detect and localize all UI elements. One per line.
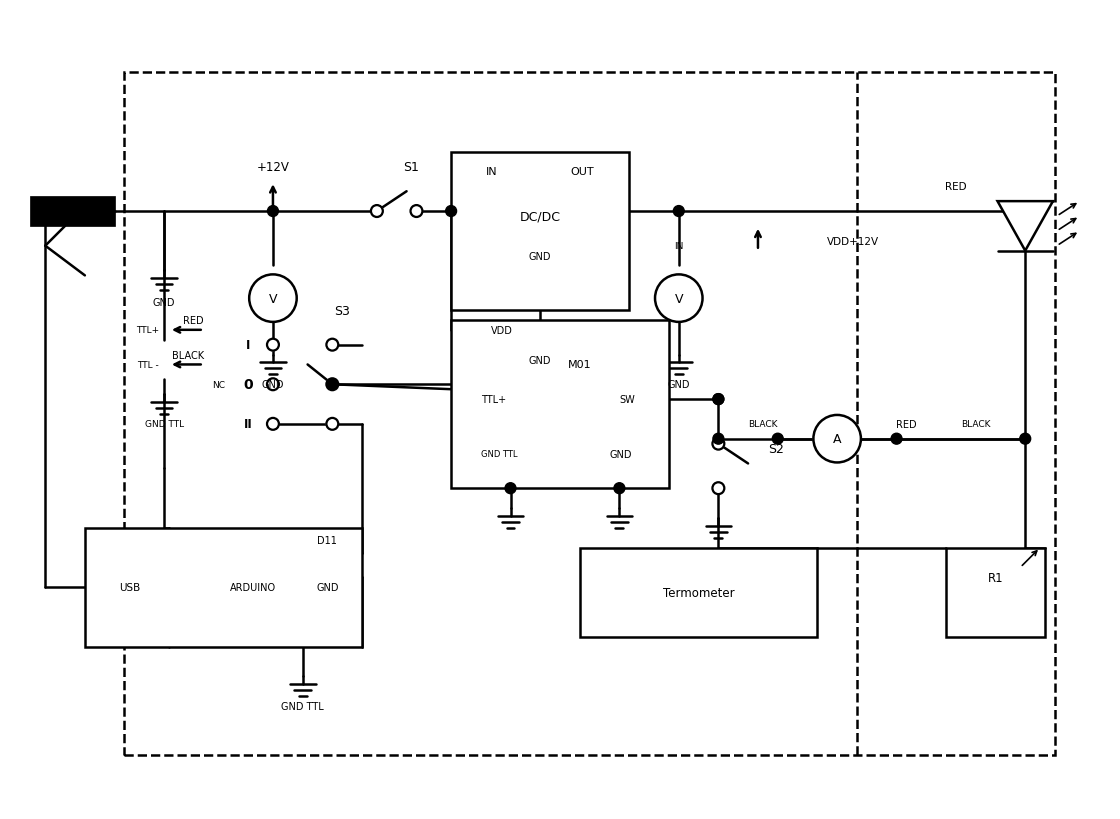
Circle shape [267,419,279,430]
Bar [124,74,1055,755]
Text: VDD: VDD [491,325,513,336]
Text: USB: USB [119,582,140,592]
Bar [580,548,818,637]
Circle shape [655,275,702,323]
Text: BLACK: BLACK [171,351,204,360]
Text: TTL -: TTL - [138,360,159,369]
Text: TTL+: TTL+ [136,326,159,335]
Bar [85,528,362,647]
Text: RED: RED [896,419,917,429]
Circle shape [326,379,338,391]
Circle shape [411,206,422,218]
Text: TTL+: TTL+ [480,395,506,405]
Text: A: A [833,432,841,446]
Text: GND TTL: GND TTL [281,701,324,711]
Text: GND: GND [609,449,632,459]
Text: IN: IN [674,242,683,251]
Bar [946,548,1045,637]
Text: D11: D11 [317,535,337,545]
Text: SW: SW [619,395,635,405]
Circle shape [712,482,725,495]
Circle shape [371,206,383,218]
Text: BLACK: BLACK [961,420,990,429]
Circle shape [326,339,338,351]
Text: GND: GND [529,355,551,365]
Circle shape [505,483,516,494]
Text: RED: RED [945,182,967,192]
Text: RED: RED [183,315,204,325]
Circle shape [268,206,279,217]
Text: V: V [269,292,277,305]
Circle shape [446,206,457,217]
Circle shape [892,434,902,445]
Text: VDD+12V: VDD+12V [828,237,879,247]
Text: GND: GND [668,380,690,390]
Text: BLACK: BLACK [748,420,777,429]
Circle shape [773,434,783,445]
Text: S1: S1 [403,161,420,174]
Text: R1: R1 [988,571,1004,584]
Text: IN: IN [486,167,497,177]
Circle shape [1020,434,1030,445]
Text: DC/DC: DC/DC [520,210,561,224]
Text: NC: NC [212,380,225,389]
Text: +12V: +12V [256,161,289,174]
Text: ARDUINO: ARDUINO [230,582,277,592]
Bar [451,320,669,489]
Circle shape [712,438,725,450]
Circle shape [673,206,684,217]
Text: GND TTL: GND TTL [144,420,184,429]
Text: M01: M01 [568,360,591,370]
Circle shape [713,434,724,445]
Circle shape [327,379,338,390]
Circle shape [813,415,861,463]
Text: GND TTL: GND TTL [480,450,517,459]
Circle shape [267,379,279,391]
Text: S3: S3 [334,304,351,317]
Text: OUT: OUT [570,167,594,177]
Text: 0: 0 [243,378,253,391]
Text: V: V [674,292,683,305]
Circle shape [267,339,279,351]
Text: GND: GND [316,582,338,592]
Text: I: I [246,339,251,351]
Bar [451,152,629,310]
Text: Termometer: Termometer [663,586,735,599]
Circle shape [249,275,297,323]
Text: S2: S2 [768,442,784,455]
Circle shape [614,483,625,494]
Bar [30,197,114,227]
Text: II: II [244,418,253,431]
Text: GND: GND [262,380,284,390]
Circle shape [713,394,724,405]
Circle shape [713,394,724,405]
Polygon shape [998,202,1053,251]
Circle shape [326,419,338,430]
Text: GND: GND [529,251,551,261]
Text: GND: GND [152,298,176,308]
